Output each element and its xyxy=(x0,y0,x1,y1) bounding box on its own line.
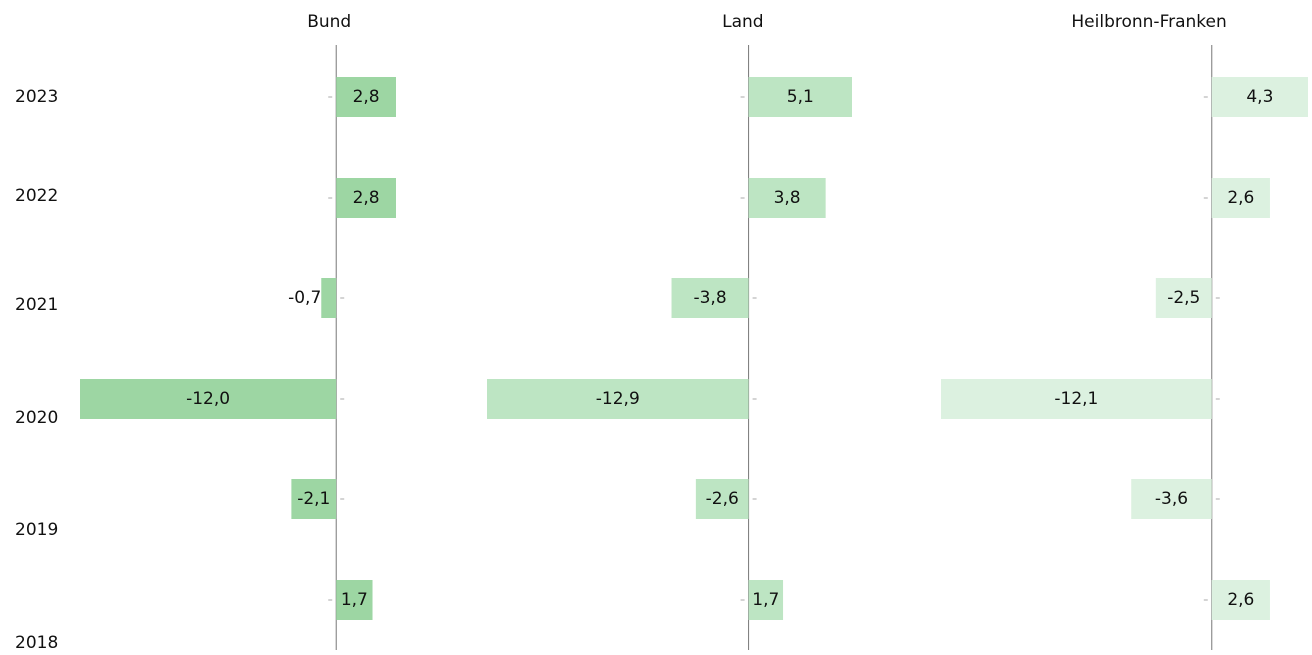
bar xyxy=(1211,580,1270,620)
y-tick-label: 2018 xyxy=(15,633,58,653)
bar xyxy=(748,77,852,117)
y-tick-label: 2019 xyxy=(15,520,58,540)
panel-title: Land xyxy=(722,12,763,32)
bar xyxy=(336,580,373,620)
value-label: 3,8 xyxy=(774,188,801,208)
bar xyxy=(1211,178,1270,218)
y-tick-label: 2023 xyxy=(15,87,58,107)
value-label: 5,1 xyxy=(787,87,814,107)
value-label: 2,6 xyxy=(1227,188,1254,208)
bar xyxy=(1211,77,1308,117)
value-label: -3,8 xyxy=(693,288,726,308)
bar xyxy=(941,379,1212,419)
value-label: 1,7 xyxy=(341,590,368,610)
bar xyxy=(80,379,337,419)
bar xyxy=(336,77,396,117)
bar xyxy=(336,178,396,218)
value-label: -3,6 xyxy=(1155,489,1188,509)
y-tick-label: 2021 xyxy=(15,295,58,315)
bar xyxy=(1155,278,1212,318)
bar xyxy=(321,278,337,318)
bar xyxy=(748,178,826,218)
value-label: 2,8 xyxy=(353,188,380,208)
value-label: 2,8 xyxy=(353,87,380,107)
y-tick-label: 2020 xyxy=(15,408,58,428)
bar xyxy=(748,580,784,620)
value-label: -12,9 xyxy=(596,389,640,409)
value-label: -2,5 xyxy=(1167,288,1200,308)
panel-title: Bund xyxy=(307,12,351,32)
value-label: -2,6 xyxy=(706,489,739,509)
value-label: 1,7 xyxy=(752,590,779,610)
bar xyxy=(671,278,749,318)
bar xyxy=(1131,479,1212,519)
value-label: -12,0 xyxy=(186,389,230,409)
panel-title: Heilbronn-Franken xyxy=(1071,12,1226,32)
value-label: 4,3 xyxy=(1246,87,1273,107)
bar xyxy=(291,479,337,519)
value-label: -12,1 xyxy=(1054,389,1098,409)
value-label: -0,7 xyxy=(288,288,321,308)
bar xyxy=(695,479,749,519)
value-label: -2,1 xyxy=(297,489,330,509)
value-label: 2,6 xyxy=(1227,590,1254,610)
bar xyxy=(487,379,749,419)
y-tick-label: 2022 xyxy=(15,186,58,206)
